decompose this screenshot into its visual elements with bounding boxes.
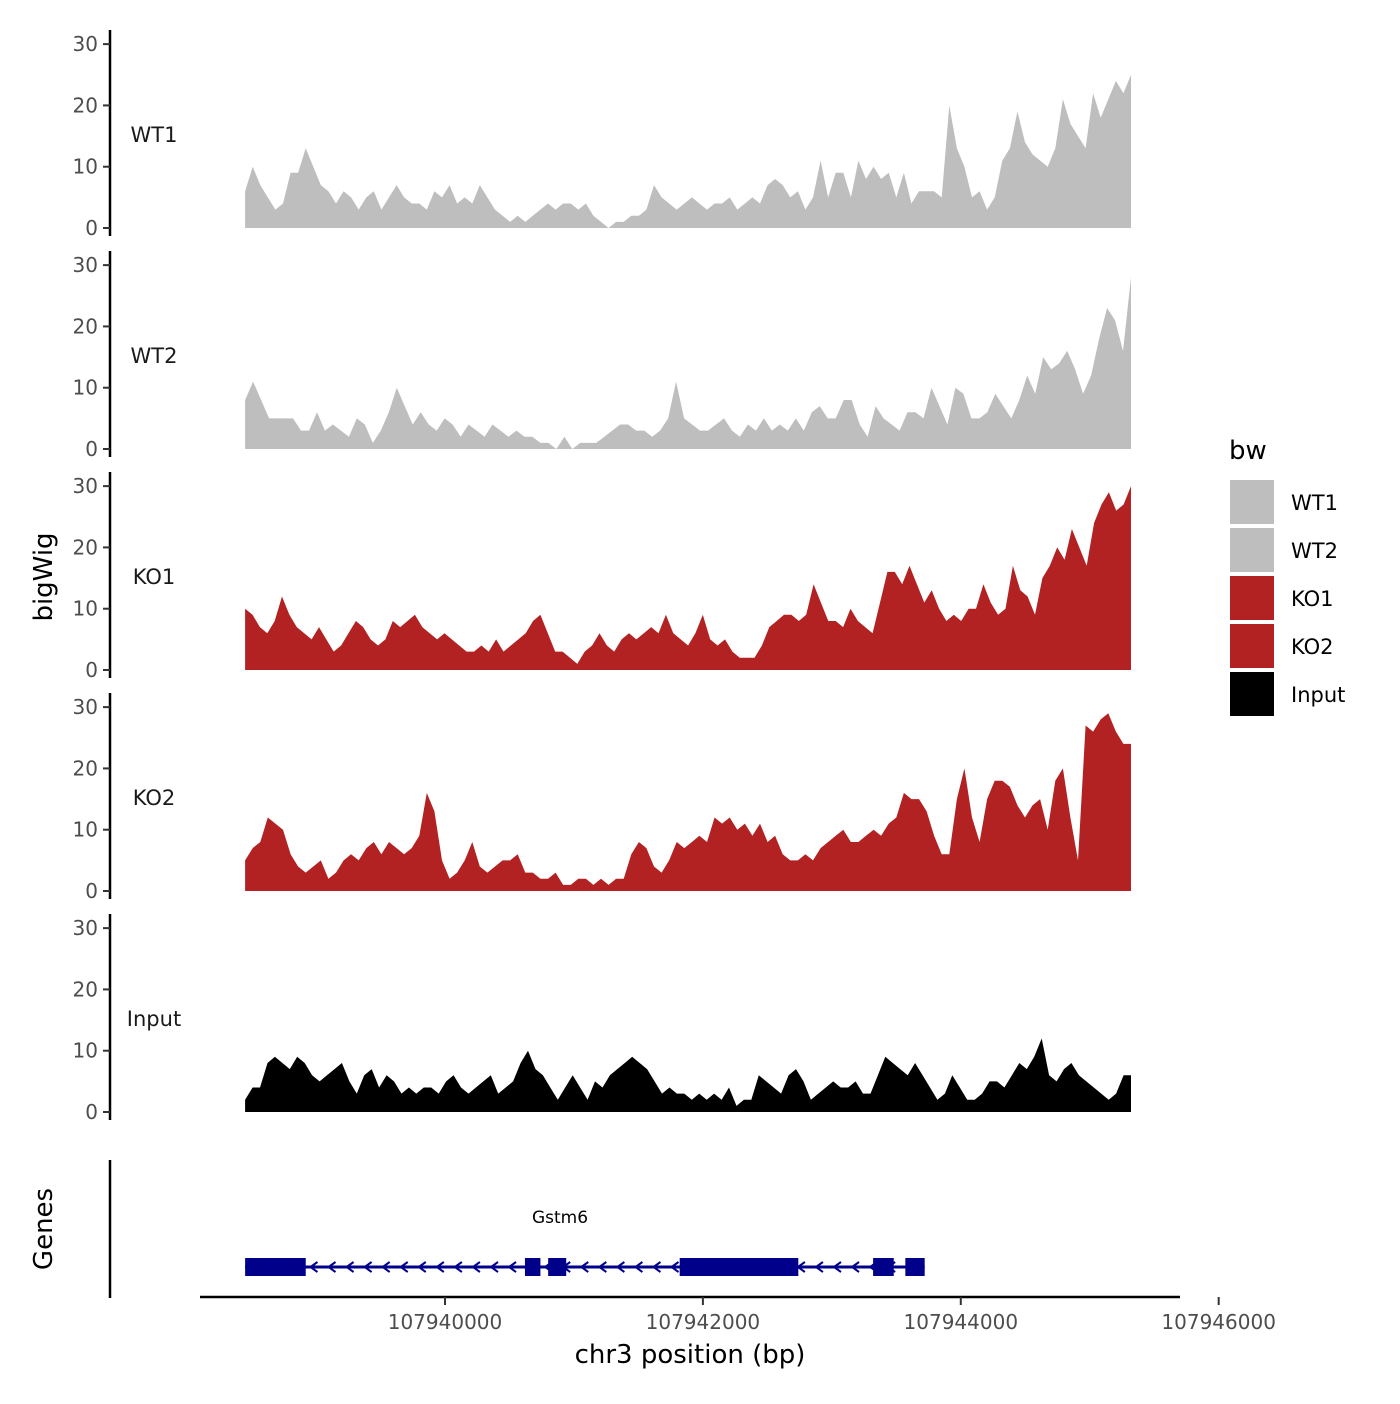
legend-item-wt2: WT2 (1230, 528, 1338, 572)
y-tick-label: 30 (73, 695, 98, 719)
strand-arrow (850, 1261, 860, 1273)
track-label: WT1 (131, 123, 178, 147)
exon (548, 1258, 567, 1276)
y-tick-label: 10 (73, 1039, 98, 1063)
strand-arrow (471, 1261, 481, 1273)
x-tick-label: 107942000 (646, 1310, 761, 1334)
genes-axis-title: Genes (29, 1188, 59, 1270)
exon (873, 1258, 894, 1276)
strand-arrow (417, 1261, 427, 1273)
track-label: Input (127, 1007, 181, 1031)
x-tick-label: 107944000 (904, 1310, 1019, 1334)
y-tick-label: 10 (73, 155, 98, 179)
track-wt2: 0 10 20 30 WT2 (73, 251, 1132, 461)
y-tick-label: 20 (73, 977, 98, 1001)
y-tick-label: 10 (73, 597, 98, 621)
y-tick-label: 20 (73, 756, 98, 780)
legend-swatch (1230, 672, 1274, 716)
strand-arrow (669, 1261, 680, 1273)
y-tick-label: 20 (73, 314, 98, 338)
x-tick-label: 107940000 (388, 1310, 503, 1334)
strand-arrow (380, 1261, 391, 1273)
strand-arrow (399, 1261, 409, 1273)
legend-label: KO2 (1291, 635, 1334, 659)
x-axis: 107940000 107942000 107944000 107946000 (200, 1295, 1276, 1334)
strand-arrow (489, 1261, 499, 1273)
track-input: 0 10 20 30 Input (73, 914, 1132, 1124)
track-label: KO1 (133, 565, 176, 589)
y-tick-label: 20 (73, 93, 98, 117)
strand-arrow (507, 1261, 517, 1273)
legend-label: Input (1291, 683, 1345, 707)
track-label: WT2 (131, 344, 178, 368)
signal-tracks: 0 10 20 30 WT1 0 10 20 30 WT2 0 10 20 30 KO1 0 10 20 30 KO2… (73, 30, 1132, 1124)
legend-label: WT1 (1291, 491, 1338, 515)
strand-arrow (362, 1261, 373, 1273)
legend-item-input: Input (1230, 672, 1345, 716)
y-tick-label: 30 (73, 32, 98, 56)
legend: bw WT1 WT2 KO1 KO2 Input (1229, 436, 1345, 716)
y-tick-label: 10 (73, 376, 98, 400)
track-ko2: 0 10 20 30 KO2 (73, 693, 1132, 903)
strand-arrow (453, 1261, 463, 1273)
strand-arrow (633, 1261, 644, 1273)
legend-item-wt1: WT1 (1230, 480, 1338, 524)
strand-arrow (579, 1261, 589, 1273)
legend-title: bw (1229, 436, 1267, 466)
legend-swatch (1230, 480, 1274, 524)
strand-arrow (651, 1261, 662, 1273)
area-ko2 (245, 713, 1132, 891)
gene-name-label: Gstm6 (532, 1208, 588, 1228)
exon (524, 1258, 541, 1276)
legend-item-ko2: KO2 (1230, 624, 1334, 668)
area-wt1 (245, 74, 1132, 228)
y-tick-label: 30 (73, 474, 98, 498)
area-wt2 (245, 277, 1132, 449)
legend-swatch (1230, 624, 1274, 668)
legend-label: WT2 (1291, 539, 1338, 563)
x-tick-label: 107946000 (1161, 1310, 1276, 1334)
y-axis-title: bigWig (29, 532, 59, 621)
gene-track: Gstm6 (108, 1160, 925, 1298)
strand-arrow (344, 1261, 355, 1273)
strand-arrow (615, 1261, 625, 1273)
y-tick-label: 30 (73, 253, 98, 277)
y-tick-label: 0 (85, 658, 98, 682)
area-input (245, 1038, 1132, 1112)
exon (905, 1258, 925, 1276)
strand-arrow (308, 1261, 319, 1273)
x-axis-title: chr3 position (bp) (575, 1340, 806, 1370)
legend-swatch (1230, 576, 1274, 620)
y-tick-label: 10 (73, 818, 98, 842)
y-tick-label: 0 (85, 437, 98, 461)
legend-item-ko1: KO1 (1230, 576, 1334, 620)
strand-arrow (326, 1261, 337, 1273)
area-ko1 (245, 486, 1132, 670)
strand-arrow (597, 1261, 607, 1273)
strand-arrow (832, 1261, 842, 1273)
exon (679, 1258, 799, 1276)
y-tick-label: 30 (73, 916, 98, 940)
exon (245, 1258, 306, 1276)
strand-arrow (435, 1261, 445, 1273)
track-ko1: 0 10 20 30 KO1 (73, 472, 1132, 682)
track-label: KO2 (133, 786, 176, 810)
y-tick-label: 20 (73, 535, 98, 559)
y-tick-label: 0 (85, 1100, 98, 1124)
strand-arrow (814, 1261, 824, 1273)
legend-label: KO1 (1291, 587, 1334, 611)
y-tick-label: 0 (85, 879, 98, 903)
track-wt1: 0 10 20 30 WT1 (73, 30, 1132, 240)
legend-swatch (1230, 528, 1274, 572)
y-tick-label: 0 (85, 216, 98, 240)
